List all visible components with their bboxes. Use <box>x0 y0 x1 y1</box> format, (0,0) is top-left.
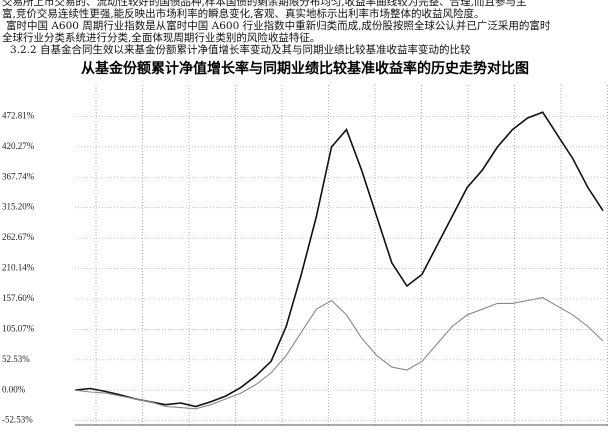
series-line <box>74 111 604 408</box>
y-tick-label: 210.14% <box>2 263 35 273</box>
y-tick-label: 367.74% <box>2 171 35 181</box>
y-tick-label: 0.00% <box>2 384 26 394</box>
section-heading: 3.2.2 自基金合同生效以来基金份额累计净值增长率变动及其与同期业绩比较基准收… <box>10 44 471 56</box>
paragraph: 交易所上市交易的、流动性较好的国债品种,样本国债的剩余期限分布均匀,收益率曲线较… <box>2 0 527 8</box>
y-tick-label: 315.20% <box>2 202 35 212</box>
y-tick-label: 52.53% <box>2 354 30 364</box>
y-tick-label: 472.81% <box>2 110 35 120</box>
y-tick-label: 105.07% <box>2 323 35 333</box>
paragraph: 全球行业分类系统进行分类,全面体现周期行业类别的风险收益特征。 <box>2 32 321 44</box>
series-line <box>74 297 604 410</box>
y-tick-label: 262.67% <box>2 232 35 242</box>
y-tick-label: -52.53% <box>2 415 33 425</box>
chart: 从基金份额累计净值增长率与同期业绩比较基准收益率的历史走势对比图 -52.53%… <box>2 60 608 426</box>
y-tick-label: 420.27% <box>2 141 35 151</box>
chart-title: 从基金份额累计净值增长率与同期业绩比较基准收益率的历史走势对比图 <box>81 60 529 77</box>
paragraph: 富时中国 A600 周期行业指数是从富时中国 A600 行业指数中重新归类而成,… <box>6 20 551 32</box>
paragraph: 富,竞价交易连续性更强,能反映出市场利率的瞬息变化,客观、真实地标示出利率市场整… <box>2 8 485 20</box>
y-tick-label: 157.60% <box>2 293 35 303</box>
